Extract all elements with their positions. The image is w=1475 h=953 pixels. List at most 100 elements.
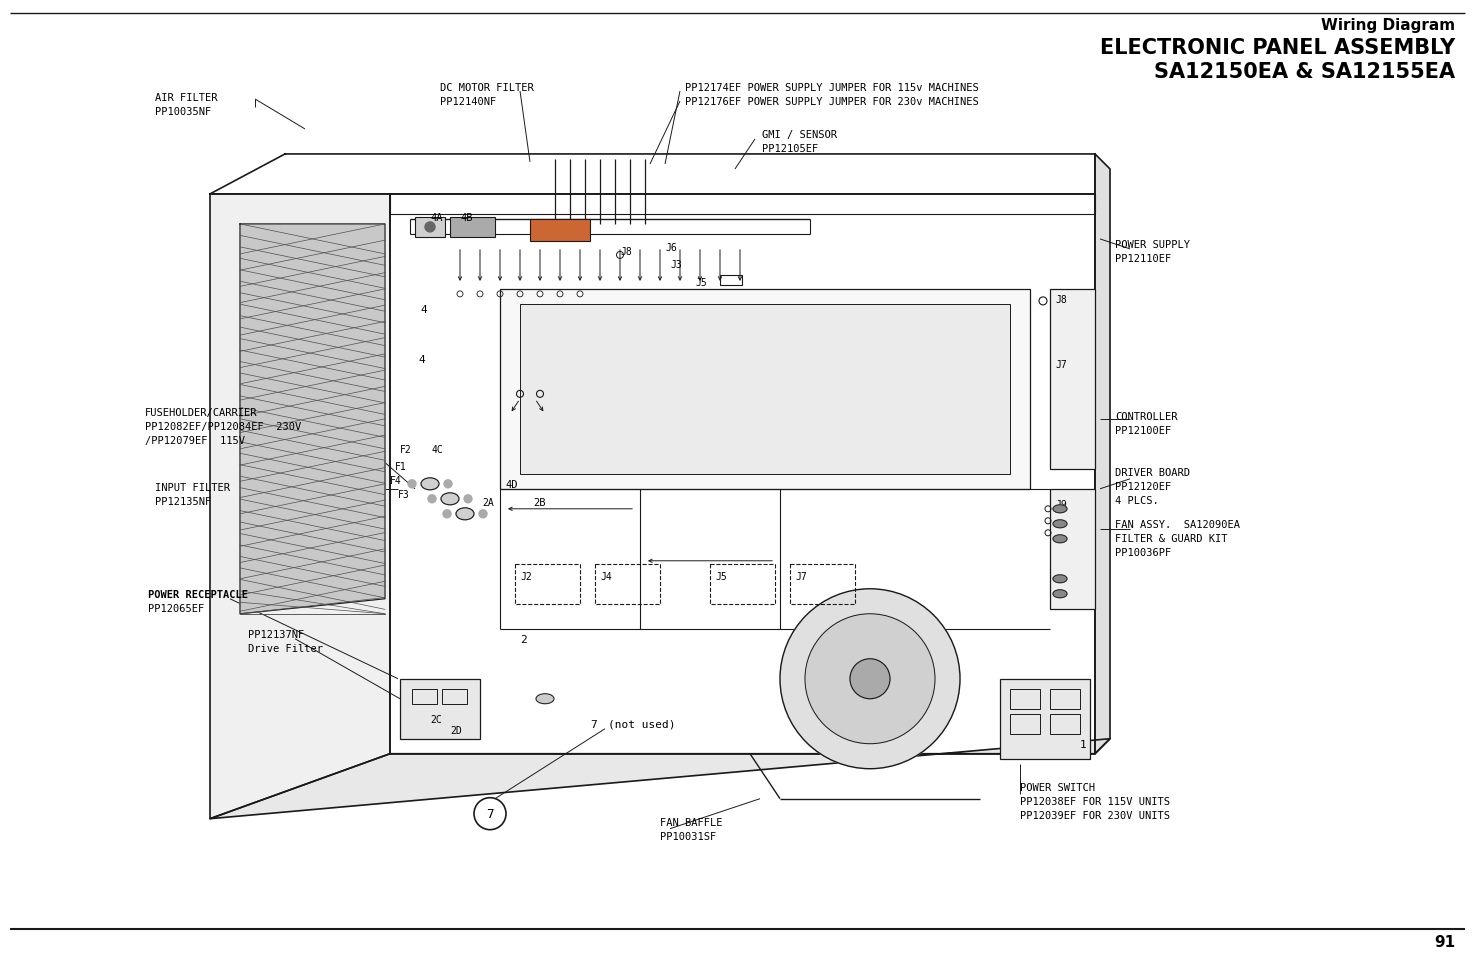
Ellipse shape [479, 510, 487, 518]
Text: J7: J7 [795, 571, 807, 581]
Text: CONTROLLER: CONTROLLER [1115, 412, 1177, 421]
Ellipse shape [420, 478, 440, 490]
Polygon shape [1094, 154, 1111, 754]
Bar [1050, 489, 1094, 609]
Text: PP12120EF: PP12120EF [1115, 481, 1171, 492]
Text: SA12150EA & SA12155EA: SA12150EA & SA12155EA [1153, 62, 1454, 82]
Text: 7: 7 [487, 807, 494, 821]
Text: 4B: 4B [460, 213, 472, 223]
Ellipse shape [441, 494, 459, 505]
Ellipse shape [1053, 590, 1066, 598]
Bar [1010, 714, 1040, 734]
Text: Drive Filter: Drive Filter [248, 643, 323, 653]
Bar [594, 564, 659, 604]
Text: 4D: 4D [504, 479, 518, 489]
Text: PP12100EF: PP12100EF [1115, 425, 1171, 436]
Text: FILTER & GUARD KIT: FILTER & GUARD KIT [1115, 534, 1227, 543]
Bar [709, 564, 774, 604]
Bar [500, 290, 1030, 489]
Text: PP12082EF/PP12084EF  230V: PP12082EF/PP12084EF 230V [145, 421, 301, 432]
Text: 2C: 2C [431, 714, 441, 724]
Ellipse shape [409, 480, 416, 488]
Polygon shape [209, 194, 389, 819]
Bar [720, 275, 742, 286]
Text: PP12038EF FOR 115V UNITS: PP12038EF FOR 115V UNITS [1021, 796, 1170, 806]
Circle shape [850, 659, 889, 699]
Text: F1: F1 [395, 461, 407, 472]
Text: POWER SUPPLY: POWER SUPPLY [1115, 239, 1190, 250]
Text: J6: J6 [665, 243, 677, 253]
Bar [1010, 689, 1040, 709]
Ellipse shape [444, 480, 451, 488]
Text: DC MOTOR FILTER: DC MOTOR FILTER [440, 83, 534, 92]
Text: PP12135NF: PP12135NF [155, 497, 211, 506]
Text: J2: J2 [521, 571, 532, 581]
Text: 1: 1 [1080, 739, 1087, 749]
Ellipse shape [535, 694, 555, 704]
Bar [530, 220, 590, 242]
Text: PP12110EF: PP12110EF [1115, 253, 1171, 264]
Text: INPUT FILTER: INPUT FILTER [155, 482, 230, 493]
Text: J7: J7 [1055, 359, 1066, 370]
Text: 2D: 2D [450, 725, 462, 735]
Text: 91: 91 [1434, 934, 1454, 948]
Circle shape [425, 223, 435, 233]
Text: FAN BAFFLE: FAN BAFFLE [659, 817, 723, 827]
Text: POWER RECEPTACLE: POWER RECEPTACLE [148, 589, 248, 599]
Bar [515, 564, 580, 604]
Text: FAN ASSY.  SA12090EA: FAN ASSY. SA12090EA [1115, 519, 1240, 529]
Ellipse shape [1053, 505, 1066, 514]
Text: PP12140NF: PP12140NF [440, 97, 496, 107]
Text: 4: 4 [417, 355, 425, 364]
Ellipse shape [428, 496, 437, 503]
Text: PP12039EF FOR 230V UNITS: PP12039EF FOR 230V UNITS [1021, 810, 1170, 820]
Text: ELECTRONIC PANEL ASSEMBLY: ELECTRONIC PANEL ASSEMBLY [1100, 38, 1454, 58]
Text: F3: F3 [398, 489, 410, 499]
Text: GMI / SENSOR: GMI / SENSOR [763, 130, 836, 140]
Text: PP12065EF: PP12065EF [148, 603, 204, 613]
Text: (not used): (not used) [608, 719, 676, 729]
Text: 4 PLCS.: 4 PLCS. [1115, 496, 1159, 505]
Bar [414, 217, 445, 237]
Text: 4C: 4C [432, 444, 444, 455]
Text: J8: J8 [1055, 294, 1066, 305]
Bar [1050, 290, 1094, 469]
Polygon shape [209, 739, 1111, 819]
Text: FUSEHOLDER/CARRIER: FUSEHOLDER/CARRIER [145, 408, 258, 417]
Bar [442, 689, 468, 704]
Text: PP10031SF: PP10031SF [659, 831, 717, 841]
Polygon shape [240, 225, 385, 614]
Text: J5: J5 [695, 277, 707, 288]
Bar [400, 679, 479, 739]
Circle shape [805, 614, 935, 744]
Ellipse shape [442, 510, 451, 518]
Bar [412, 689, 437, 704]
Text: F2: F2 [400, 444, 412, 455]
Text: POWER SWITCH: POWER SWITCH [1021, 781, 1094, 792]
Ellipse shape [1053, 536, 1066, 543]
Text: PP12176EF POWER SUPPLY JUMPER FOR 230v MACHINES: PP12176EF POWER SUPPLY JUMPER FOR 230v M… [684, 97, 979, 107]
Bar [521, 305, 1010, 475]
Bar [791, 564, 855, 604]
Bar [1050, 714, 1080, 734]
Circle shape [780, 589, 960, 769]
Text: J3: J3 [670, 259, 681, 270]
Text: F4: F4 [389, 476, 401, 485]
Bar [1000, 679, 1090, 759]
Text: J8: J8 [620, 247, 631, 256]
Text: J5: J5 [715, 571, 727, 581]
Text: AIR FILTER: AIR FILTER [155, 92, 217, 103]
Text: PP12174EF POWER SUPPLY JUMPER FOR 115v MACHINES: PP12174EF POWER SUPPLY JUMPER FOR 115v M… [684, 83, 979, 92]
Text: 2: 2 [521, 634, 527, 644]
Polygon shape [209, 154, 1094, 194]
Text: 2B: 2B [532, 497, 546, 507]
Text: PP10036PF: PP10036PF [1115, 547, 1171, 558]
Text: /PP12079EF  115V: /PP12079EF 115V [145, 436, 245, 445]
Bar [450, 217, 496, 237]
Text: 4: 4 [420, 305, 426, 314]
Bar [1050, 689, 1080, 709]
Ellipse shape [1053, 520, 1066, 528]
Text: PP12137NF: PP12137NF [248, 629, 304, 639]
Text: PP12105EF: PP12105EF [763, 144, 819, 153]
Ellipse shape [465, 496, 472, 503]
